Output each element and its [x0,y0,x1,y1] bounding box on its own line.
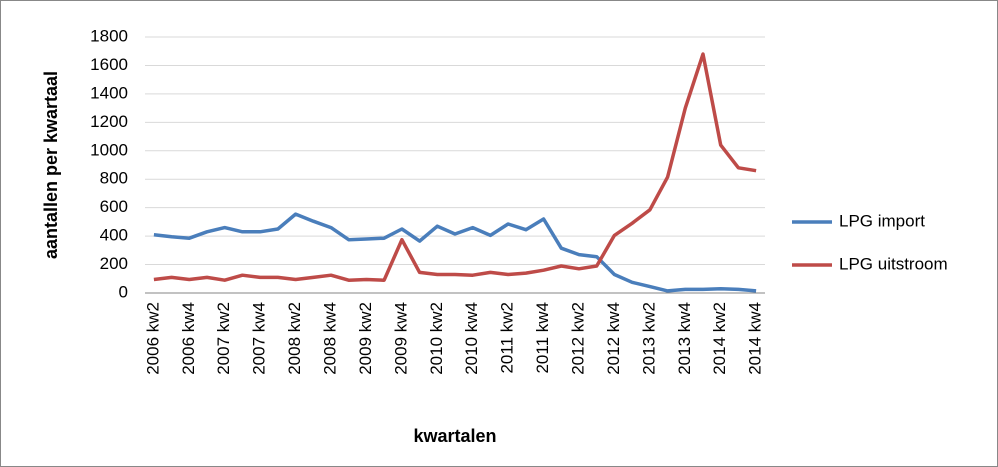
y-tick-label: 1000 [90,140,128,159]
x-tick-label: 2012 kw2 [568,302,587,375]
x-tick-label: 2006 kw4 [179,302,198,375]
y-tick-label: 800 [100,169,128,188]
y-tick-label: 1200 [90,112,128,131]
y-tick-label: 400 [100,226,128,245]
x-tick-label: 2008 kw2 [285,302,304,375]
x-tick-label: 2009 kw4 [391,302,410,375]
series-line [153,52,757,282]
x-tick-label: 2009 kw2 [356,302,375,375]
y-tick-label: 200 [100,254,128,273]
y-tick-label: 1800 [90,26,128,45]
x-tick-label: 2013 kw2 [639,302,658,375]
x-tick-label: 2007 kw2 [214,302,233,375]
x-tick-label: 2011 kw2 [498,302,517,374]
y-tick-label: 1600 [90,55,128,74]
x-tick-label: 2013 kw4 [675,302,694,375]
x-tick-label: 2012 kw4 [604,302,623,375]
x-tick-label: 2007 kw4 [250,302,269,375]
x-tick-label: 2014 kw4 [746,302,765,375]
x-tick-label: 2011 kw4 [533,302,552,374]
x-tick-label: 2010 kw4 [462,302,481,375]
y-tick-label: 600 [100,197,128,216]
series-line [153,212,757,293]
y-tick-label: 1400 [90,83,128,102]
x-axis-title: kwartalen [413,426,496,446]
x-tick-label: 2014 kw2 [710,302,729,375]
x-tick-label: 2006 kw2 [143,302,162,375]
x-tick-label: 2008 kw4 [320,302,339,375]
legend-label: LPG import [839,211,925,230]
y-tick-label: 0 [119,282,128,301]
y-axis-title: aantallen per kwartaal [41,71,61,259]
legend-label: LPG uitstroom [839,254,948,273]
x-tick-label: 2010 kw2 [427,302,446,375]
